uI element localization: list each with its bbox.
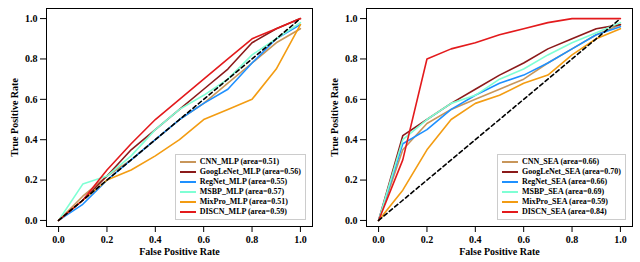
svg-text:0.0: 0.0 [25, 215, 38, 226]
html-text:DISCN_SEA (area=0.84): DISCN_SEA (area=0.84) [521, 207, 607, 216]
html-text:DISCN_MLP (area=0.59): DISCN_MLP (area=0.59) [199, 207, 287, 216]
svg-text:0.4: 0.4 [25, 134, 38, 145]
svg-text:0.6: 0.6 [25, 94, 38, 105]
svg-text:0.8: 0.8 [345, 53, 358, 64]
svg-text:True Positive Rate: True Positive Rate [329, 78, 340, 157]
svg-text:0.2: 0.2 [101, 234, 114, 245]
svg-text:1.0: 1.0 [294, 234, 307, 245]
svg-text:0.8: 0.8 [246, 234, 259, 245]
svg-text:0.6: 0.6 [517, 234, 530, 245]
svg-text:False Positive Rate: False Positive Rate [139, 246, 220, 257]
svg-text:False Positive Rate: False Positive Rate [459, 246, 540, 257]
html-text:CNN_MLP (area=0.51): CNN_MLP (area=0.51) [199, 157, 280, 166]
html-text:MSBP_MLP (area=0.57): MSBP_MLP (area=0.57) [199, 187, 285, 196]
svg-text:1.0: 1.0 [614, 234, 627, 245]
svg-text:1.0: 1.0 [25, 13, 38, 24]
svg-text:0.2: 0.2 [25, 174, 38, 185]
html-text:GoogLeNet_MLP (area=0.56): GoogLeNet_MLP (area=0.56) [199, 167, 301, 176]
html-text:MixPro_MLP (area=0.51): MixPro_MLP (area=0.51) [199, 197, 288, 206]
html-text:MSBP_SEA (area=0.69): MSBP_SEA (area=0.69) [521, 187, 605, 196]
svg-text:0.6: 0.6 [345, 94, 358, 105]
svg-text:0.0: 0.0 [372, 234, 385, 245]
svg-text:0.4: 0.4 [469, 234, 482, 245]
svg-text:0.2: 0.2 [421, 234, 434, 245]
svg-text:0.4: 0.4 [149, 234, 162, 245]
svg-text:True Positive Rate: True Positive Rate [9, 78, 20, 157]
html-text:GoogLeNet_SEA (area=0.70): GoogLeNet_SEA (area=0.70) [521, 167, 621, 176]
svg-text:1.0: 1.0 [345, 13, 358, 24]
svg-text:0.8: 0.8 [25, 53, 38, 64]
html-text:MixPro_SEA (area=0.59): MixPro_SEA (area=0.59) [521, 197, 608, 206]
svg-text:0.8: 0.8 [566, 234, 579, 245]
svg-text:0.0: 0.0 [52, 234, 65, 245]
svg-text:0.6: 0.6 [197, 234, 210, 245]
svg-text:0.2: 0.2 [345, 174, 358, 185]
html-text:RegNet_MLP (area=0.55): RegNet_MLP (area=0.55) [199, 177, 288, 186]
html-text:RegNet_SEA (area=0.66): RegNet_SEA (area=0.66) [521, 177, 608, 186]
html-text:CNN_SEA (area=0.66): CNN_SEA (area=0.66) [521, 157, 600, 166]
svg-text:0.4: 0.4 [345, 134, 358, 145]
svg-text:0.0: 0.0 [345, 215, 358, 226]
